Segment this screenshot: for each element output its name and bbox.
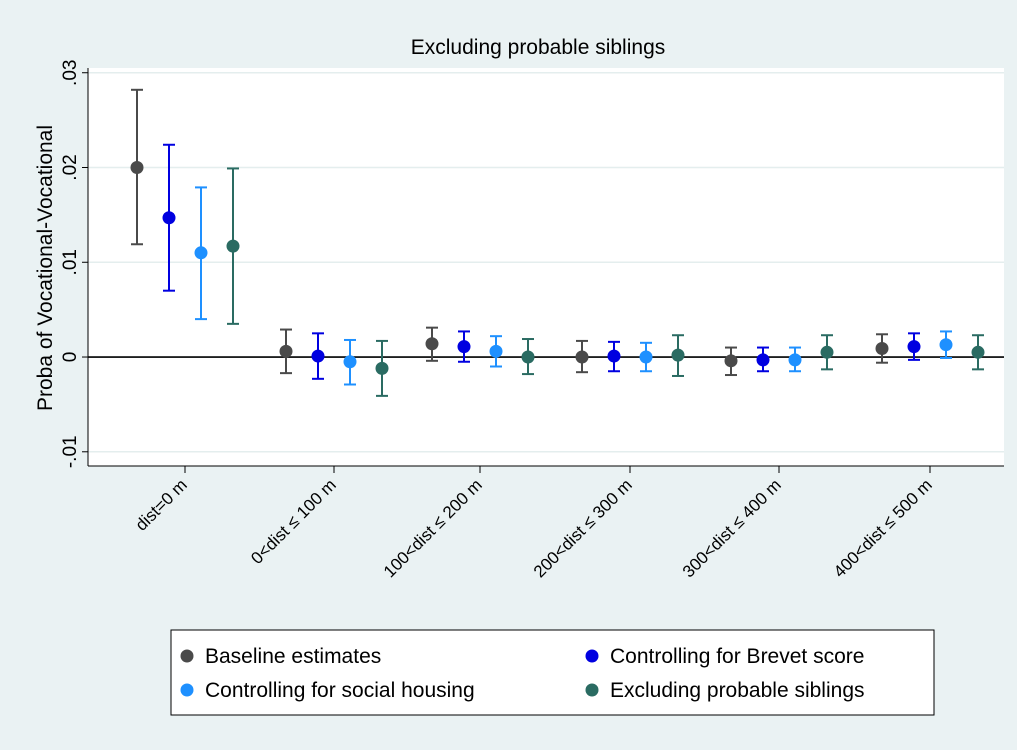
- chart-title: Excluding probable siblings: [411, 36, 666, 59]
- series-layer: [130, 88, 985, 397]
- series-4: [226, 167, 985, 397]
- y-tick-label: -.01: [60, 435, 81, 468]
- legend-label: Excluding probable siblings: [610, 679, 865, 702]
- series-2: [162, 143, 921, 380]
- point-estimate: [820, 345, 834, 359]
- point-estimate: [724, 354, 738, 368]
- x-axis: dist=0 m 0<dist ≤ 100 m 100<dist ≤ 200 m 20…: [88, 465, 1004, 581]
- point-estimate: [907, 340, 921, 354]
- point-estimate: [279, 344, 293, 358]
- point-estimate: [226, 239, 240, 253]
- legend-box: [170, 629, 935, 716]
- point-estimate: [130, 161, 144, 174]
- legend-label: Controlling for Brevet score: [610, 645, 864, 668]
- point-estimate: [489, 344, 503, 358]
- point-estimate: [521, 350, 535, 364]
- legend-marker: [585, 649, 599, 663]
- y-tick-label: .02: [60, 154, 81, 180]
- series-1: [130, 88, 889, 377]
- x-tick-label: 400<dist ≤ 500 m: [830, 475, 936, 581]
- point-estimate: [375, 361, 389, 375]
- point-estimate: [162, 211, 176, 225]
- point-estimate: [607, 349, 621, 363]
- x-tick-label: 300<dist ≤ 400 m: [679, 475, 785, 581]
- x-tick-label: 200<dist ≤ 300 m: [530, 475, 636, 581]
- series-3: [194, 186, 953, 386]
- plot-area: [88, 68, 1004, 466]
- x-tick-label: 0<dist ≤ 100 m: [247, 475, 340, 568]
- point-estimate: [639, 350, 653, 364]
- legend-label: Baseline estimates: [205, 645, 381, 668]
- legend-label: Controlling for social housing: [205, 679, 475, 702]
- point-estimate: [194, 246, 208, 260]
- point-estimate: [939, 338, 953, 352]
- legend-marker: [585, 683, 599, 697]
- point-estimate: [457, 340, 471, 354]
- legend: Baseline estimates Controlling for Brevet…: [170, 629, 935, 716]
- point-estimate: [875, 341, 889, 355]
- point-estimate: [756, 353, 770, 367]
- x-tick-label: 100<dist ≤ 200 m: [380, 475, 486, 581]
- y-axis: -.01 0 .01 .02 .03: [60, 60, 89, 468]
- y-tick-label: 0: [60, 352, 81, 363]
- x-tick-label: dist=0 m: [132, 475, 191, 534]
- point-estimate: [971, 345, 985, 359]
- y-tick-label: .03: [60, 60, 81, 86]
- point-estimate: [425, 337, 439, 351]
- legend-marker: [180, 683, 194, 697]
- point-estimate: [575, 350, 589, 364]
- point-estimate: [311, 349, 325, 363]
- point-estimate: [788, 353, 802, 367]
- legend-marker: [180, 649, 194, 663]
- point-estimate: [343, 355, 357, 369]
- y-tick-label: .01: [60, 249, 81, 275]
- point-estimate: [671, 348, 685, 362]
- y-axis-label: Proba of Vocational-Vocational: [34, 125, 57, 411]
